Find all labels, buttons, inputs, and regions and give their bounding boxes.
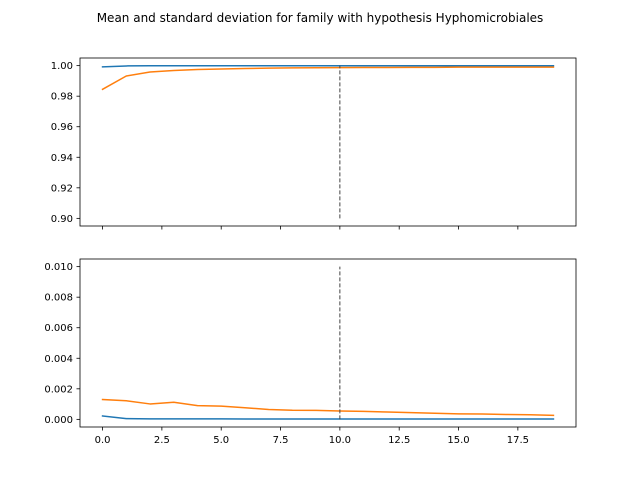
bottom-axes-panel: 0.000 0.002 0.004 0.006 0.008 0.010 0.0 2.5 5.0 7… [44, 258, 577, 446]
x-tick-label-bottom-6: 15.0 [447, 435, 469, 446]
y-tick-label-bottom-0: 0.000 [44, 415, 73, 426]
top-axes-panel: 0.90 0.92 0.94 0.96 0.98 1.00 [51, 57, 577, 230]
x-tick-label-bottom-0: 0.0 [95, 435, 111, 446]
y-tick-label-bottom-4: 0.008 [44, 293, 73, 304]
y-tick-label-top-3: 0.96 [51, 122, 73, 133]
y-tick-label-bottom-2: 0.004 [44, 354, 73, 365]
x-tick-label-bottom-1: 2.5 [154, 435, 170, 446]
series-line-bottom-1 [101, 398, 555, 417]
y-tick-label-top-1: 0.92 [51, 183, 73, 194]
axes-frame-top [79, 57, 577, 227]
y-tick-label-bottom-3: 0.006 [44, 323, 73, 334]
x-tick-label-bottom-4: 10.0 [329, 435, 351, 446]
x-tick-label-bottom-7: 17.5 [507, 435, 529, 446]
y-tick-label-top-0: 0.90 [51, 214, 73, 225]
y-tick-label-bottom-1: 0.002 [44, 384, 73, 395]
x-tick-label-bottom-2: 5.0 [213, 435, 229, 446]
y-tick-label-top-2: 0.94 [51, 153, 73, 164]
y-tick-label-top-5: 1.00 [51, 61, 73, 72]
y-tick-label-bottom-5: 0.010 [44, 262, 73, 273]
x-tick-label-bottom-3: 7.5 [273, 435, 289, 446]
x-tick-label-bottom-5: 12.5 [388, 435, 410, 446]
series-line-bottom-0 [101, 415, 555, 420]
series-line-top-0 [101, 65, 555, 68]
y-tick-label-top-4: 0.98 [51, 92, 73, 103]
axes-frame-bottom [79, 258, 577, 428]
figure-title: Mean and standard deviation for family w… [97, 11, 544, 25]
series-line-top-1 [101, 66, 555, 91]
